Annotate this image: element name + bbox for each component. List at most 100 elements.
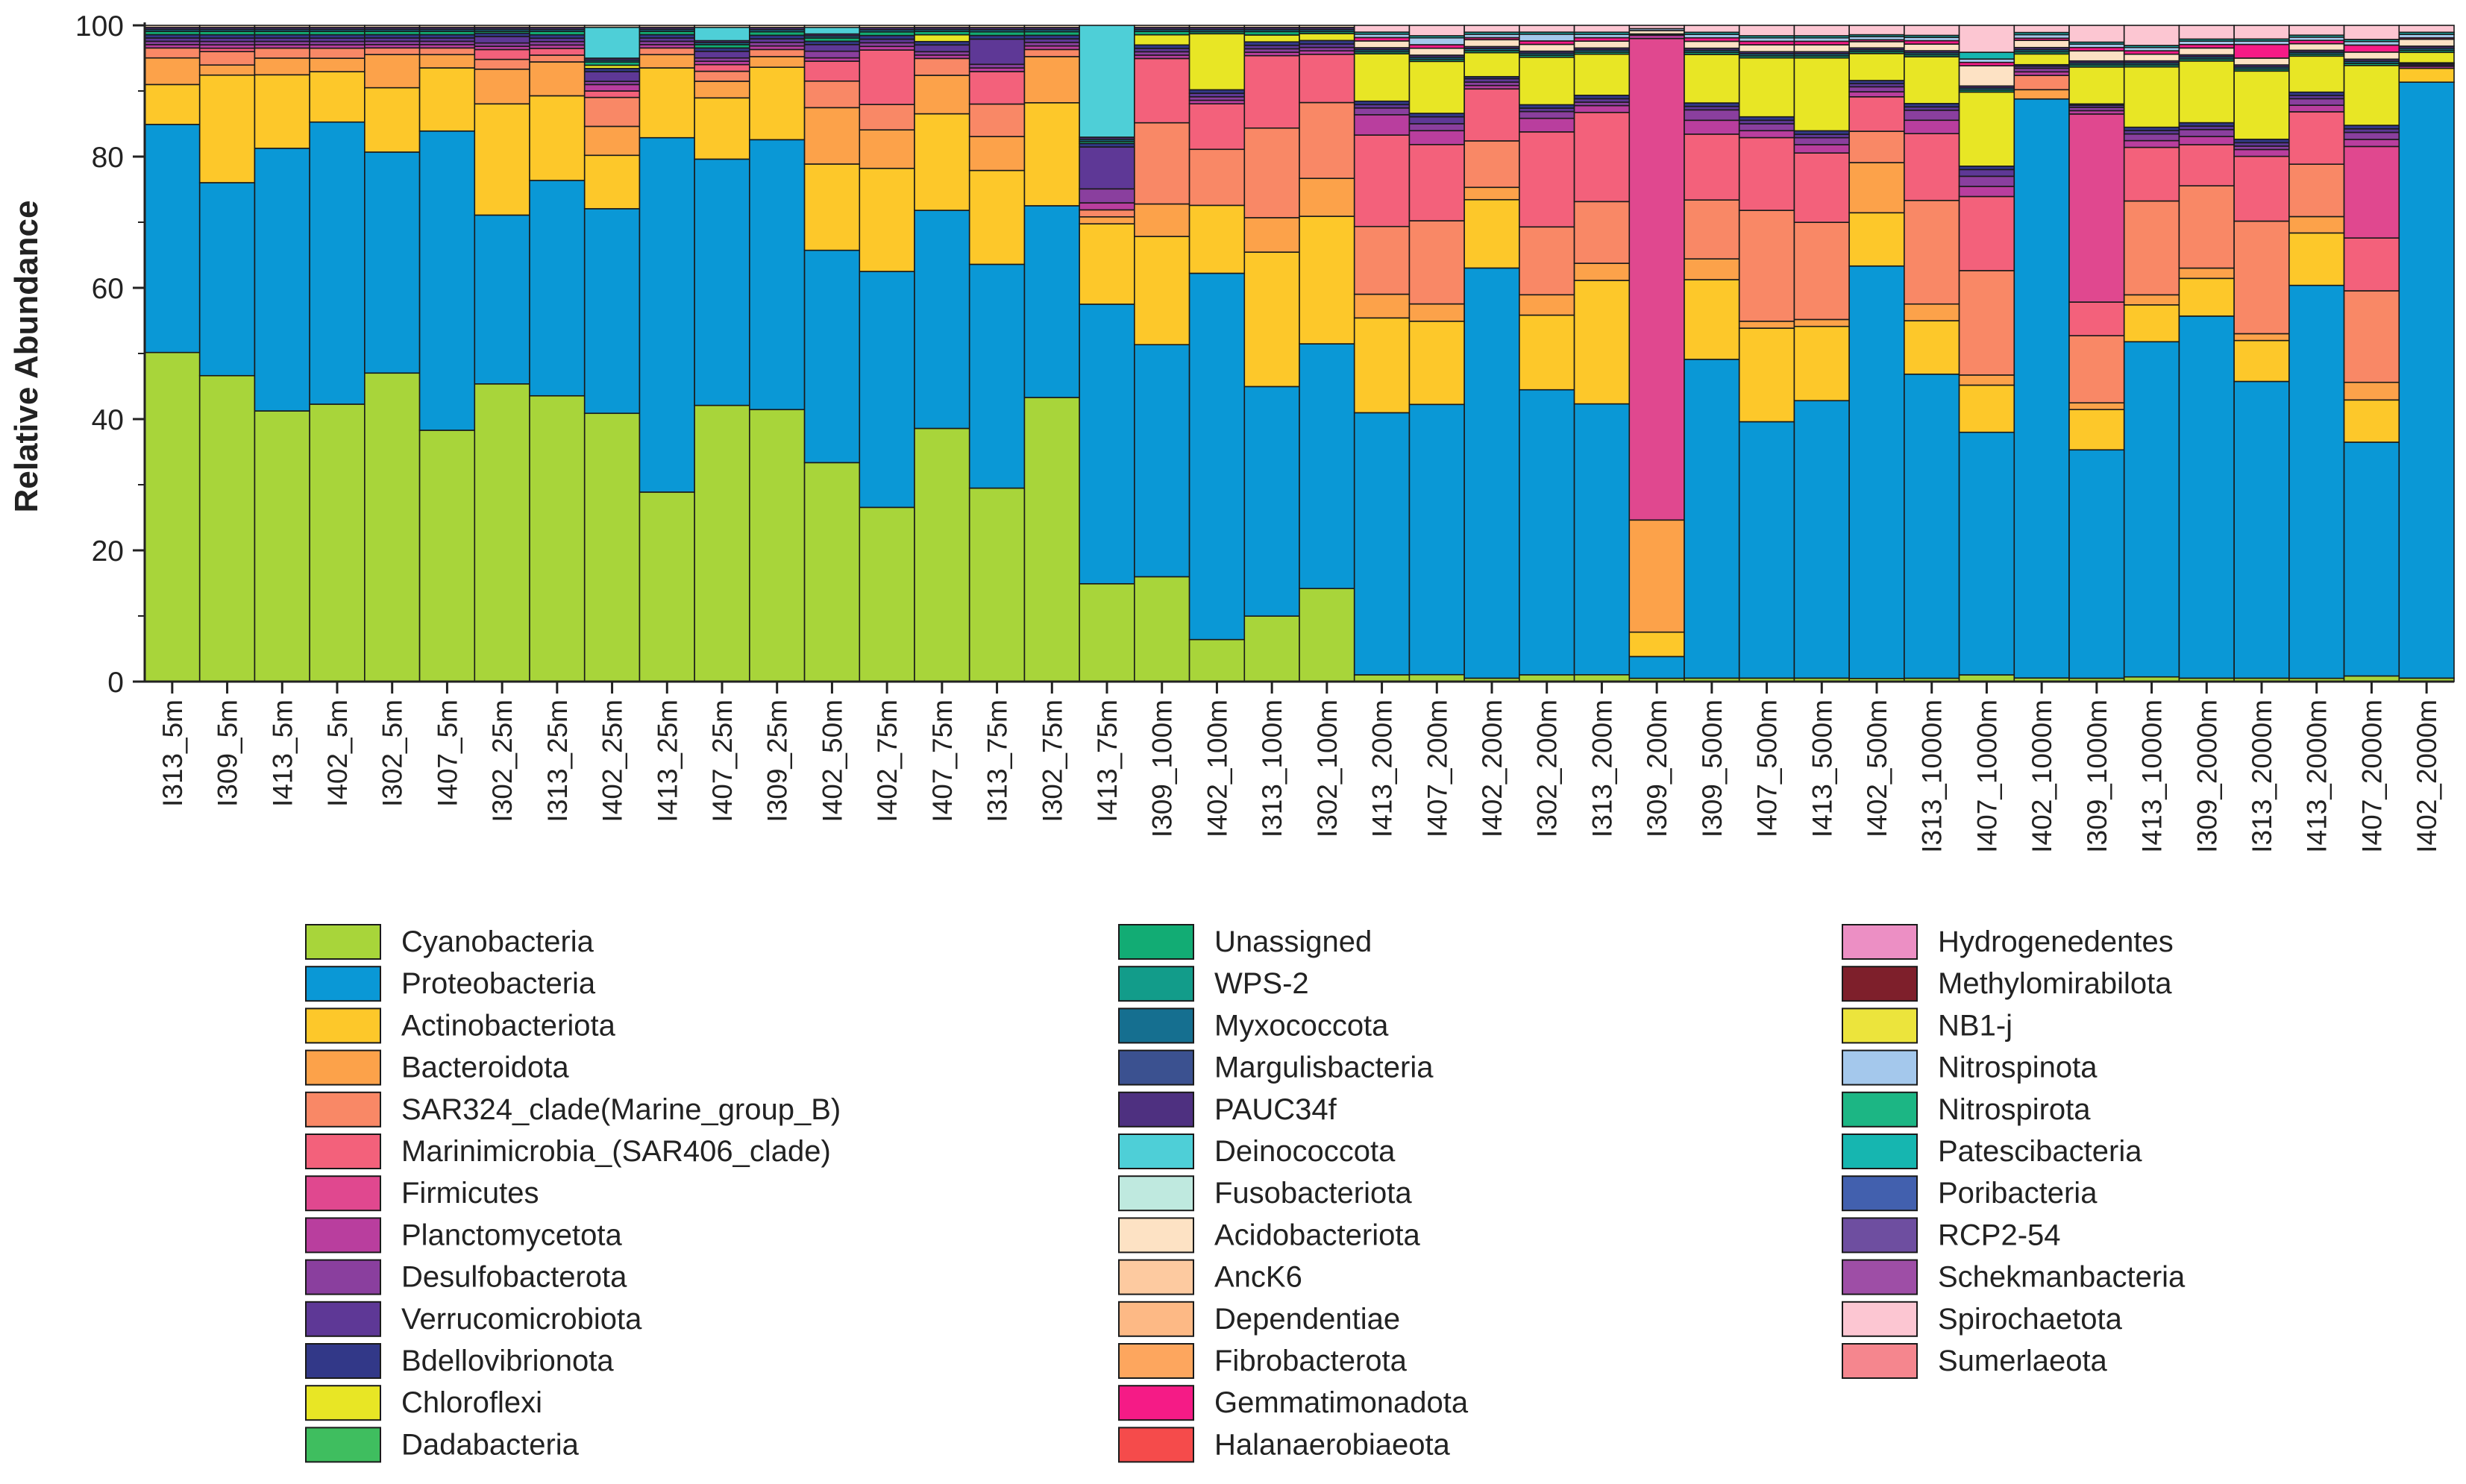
bar-segment-Actinobacteriota	[1299, 216, 1355, 345]
bar-stack-I407_75m	[914, 25, 970, 682]
legend-label: AncK6	[1214, 1261, 1302, 1294]
legend-item-NB1-j: NB1-j	[1842, 1007, 2012, 1044]
bar-segment-Cyanobacteria	[309, 403, 365, 682]
bar-segment-Chloroflexi	[1573, 53, 1631, 96]
bar-segment-Proteobacteria	[803, 249, 861, 464]
bar-stack-I413_25m	[639, 25, 695, 682]
legend-swatch	[1842, 924, 1918, 960]
bar-segment-Acidobacteriota	[914, 25, 970, 28]
bar-segment-Actinobacteriota	[1628, 631, 1685, 658]
legend-item-Marinimicrobia_(SAR406_clade): Marinimicrobia_(SAR406_clade)	[305, 1134, 831, 1169]
bar-segment-SAR324_clade(Marine_group_B)	[2013, 75, 2070, 91]
bar-segment-Acidobacteriota	[2178, 47, 2235, 56]
plot-area	[144, 25, 2455, 682]
bar-segment-Nitrospinota	[1408, 37, 1465, 45]
bar-segment-Proteobacteria	[1519, 389, 1575, 676]
legend-label: Nitrospirota	[1938, 1093, 2091, 1126]
y-tick-label: 20	[92, 535, 124, 567]
y-tick-label: 60	[92, 273, 124, 305]
x-tick-label: I407_500m	[1752, 699, 1783, 837]
bar-segment-Chloroflexi	[1243, 34, 1300, 43]
legend-item-Actinobacteriota: Actinobacteriota	[305, 1007, 616, 1044]
bar-segment-Chloroflexi	[1738, 57, 1795, 118]
x-tick-label: I302_5m	[377, 699, 408, 807]
bar-segment-Actinobacteriota	[639, 67, 695, 139]
bar-segment-SAR324_clade(Marine_group_B)	[1023, 48, 1080, 57]
bar-stack-I407_200m	[1408, 25, 1465, 682]
bar-segment-Proteobacteria	[474, 214, 530, 385]
bar-segment-Gemmatimonadota	[2343, 44, 2400, 53]
bar-segment-Cyanobacteria	[1079, 582, 1135, 682]
legend-swatch	[1118, 1343, 1194, 1379]
bar-segment-Acidobacteriota	[583, 25, 641, 28]
bar-segment-Acidobacteriota	[1958, 65, 2015, 87]
bar-segment-Bacteroidota	[144, 57, 201, 86]
bar-segment-Actinobacteriota	[474, 103, 530, 216]
legend-swatch	[1118, 1091, 1194, 1128]
bar-segment-Planctomycetota	[1519, 117, 1575, 133]
bar-stack-I302_25m	[474, 25, 530, 682]
bar-segment-SAR324_clade(Marine_group_B)	[1243, 127, 1300, 218]
bar-segment-Planctomycetota	[583, 84, 641, 92]
bar-segment-SAR324_clade(Marine_group_B)	[1904, 199, 1960, 305]
bar-segment-Planctomycetota	[2178, 136, 2235, 145]
legend-label: Deinococcota	[1214, 1135, 1396, 1168]
legend-item-Chloroflexi: Chloroflexi	[305, 1385, 542, 1421]
legend-item-Dependentiae: Dependentiae	[1118, 1301, 1400, 1337]
legend-item-Planctomycetota: Planctomycetota	[305, 1217, 622, 1254]
bar-segment-Bacteroidota	[1023, 56, 1080, 104]
bar-segment-Marinimicrobia_(SAR406_clade)	[1793, 152, 1850, 223]
bar-segment-Acidobacteriota	[1904, 43, 1960, 51]
bar-segment-Actinobacteriota	[198, 74, 256, 183]
bar-segment-Cyanobacteria	[1023, 397, 1080, 682]
bar-segment-Spirochaetota	[1463, 25, 1520, 33]
legend-label: Nitrospinota	[1938, 1051, 2098, 1084]
bar-segment-Actinobacteriota	[1904, 320, 1960, 375]
bar-segment-Deinococcota	[694, 26, 750, 42]
bar-segment-Proteobacteria	[1738, 421, 1795, 679]
bar-segment-Cyanobacteria	[859, 506, 915, 682]
bar-stack-I407_25m	[694, 25, 750, 682]
bar-segment-Bacteroidota	[914, 75, 970, 115]
legend-label: NB1-j	[1938, 1009, 2012, 1042]
bar-segment-Proteobacteria	[1079, 304, 1135, 585]
bar-segment-Proteobacteria	[1904, 373, 1960, 679]
bar-segment-Bacteroidota	[1573, 262, 1631, 281]
bar-segment-Chloroflexi	[1793, 57, 1850, 132]
x-tick-label: I313_25m	[542, 699, 573, 823]
x-tick-label: I309_100m	[1147, 699, 1178, 837]
bar-segment-Chloroflexi	[1134, 34, 1190, 46]
bar-segment-Proteobacteria	[914, 210, 970, 430]
bar-segment-Marinimicrobia_(SAR406_clade)	[2288, 111, 2345, 165]
bar-segment-Proteobacteria	[2398, 81, 2455, 679]
bar-segment-Acidobacteriota	[529, 25, 586, 28]
bar-stack-I402_1000m	[2013, 25, 2070, 682]
bar-segment-Spirochaetota	[2288, 25, 2345, 36]
bar-segment-Cyanobacteria	[144, 351, 201, 682]
bar-stack-I402_75m	[859, 25, 915, 682]
bar-segment-Actinobacteriota	[1243, 251, 1300, 388]
bar-segment-Acidobacteriota	[2343, 51, 2400, 60]
bar-segment-SAR324_clade(Marine_group_B)	[1188, 148, 1246, 207]
legend-item-Dadabacteria: Dadabacteria	[305, 1427, 580, 1463]
bar-segment-Proteobacteria	[749, 139, 806, 411]
bar-segment-Actinobacteriota	[144, 84, 201, 125]
bar-stack-I402_200m	[1463, 25, 1520, 682]
bar-stack-I413_500m	[1793, 25, 1850, 682]
legend-item-Schekmanbacteria: Schekmanbacteria	[1842, 1259, 2186, 1295]
legend-label: Fibrobacterota	[1214, 1345, 1408, 1377]
bar-segment-Actinobacteriota	[1188, 204, 1246, 274]
bar-segment-Proteobacteria	[1793, 400, 1850, 679]
bar-segment-Bacteroidota	[639, 54, 695, 69]
x-axis: I313_5m I309_5m I413_5m I402_5m I302_5m I407_…	[145, 680, 2454, 853]
bar-stack-I309_1000m	[2068, 25, 2125, 682]
bar-segment-Bacteroidota	[1519, 294, 1575, 316]
bar-segment-Actinobacteriota	[1573, 280, 1631, 405]
bar-segment-SAR324_clade(Marine_group_B)	[583, 96, 641, 128]
bar-segment-Proteobacteria	[1408, 403, 1465, 676]
legend-item-Deinococcota: Deinococcota	[1118, 1134, 1396, 1169]
legend-swatch	[305, 924, 381, 960]
legend-swatch	[305, 1049, 381, 1086]
legend-item-Hydrogenedentes: Hydrogenedentes	[1842, 924, 2174, 960]
bar-segment-Proteobacteria	[2233, 380, 2290, 679]
